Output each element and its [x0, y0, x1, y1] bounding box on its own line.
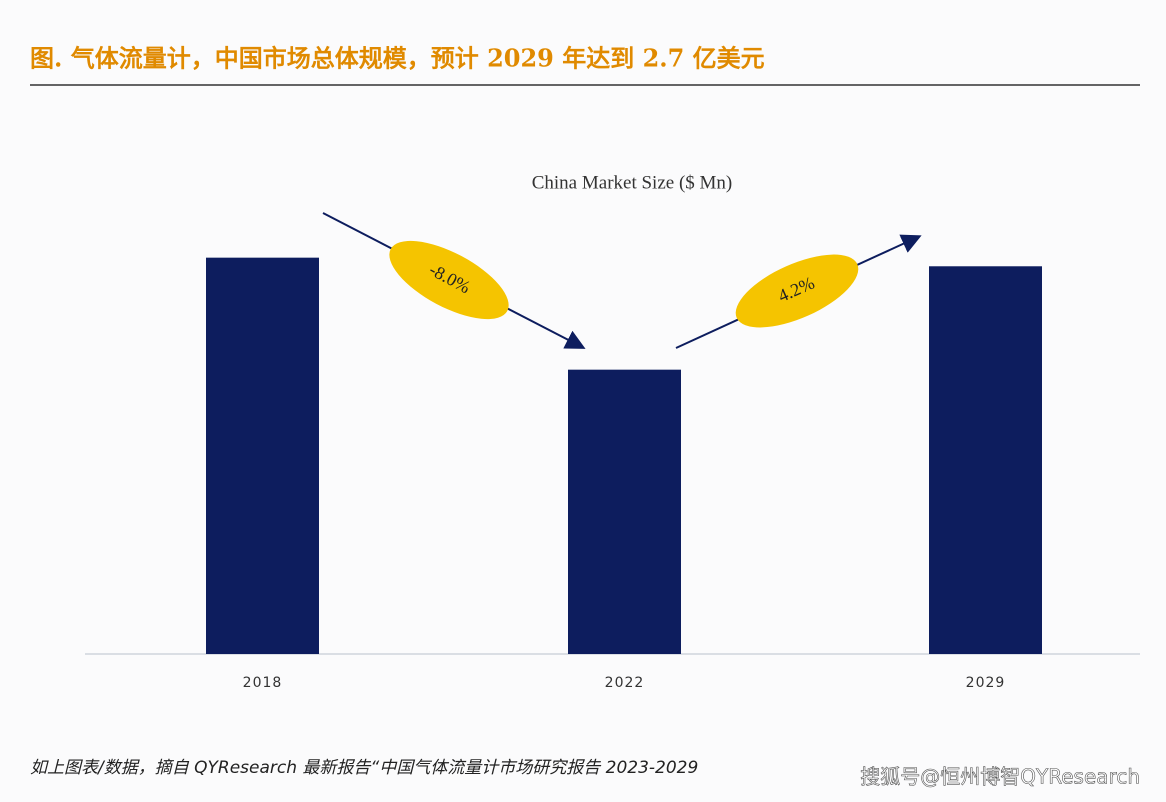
- header-title: 图. 气体流量计，中国市场总体规模，预计 2029 年达到 2.7 亿美元: [30, 44, 765, 73]
- source-note: 如上图表/数据，摘自 QYResearch 最新报告“中国气体流量计市场研究报告…: [30, 758, 698, 778]
- bar: [929, 266, 1042, 654]
- x-tick-label: 2029: [966, 675, 1006, 691]
- annotation-bubble: [735, 254, 859, 328]
- annotation-bubble: [389, 240, 509, 320]
- x-tick-label: 2018: [243, 675, 283, 691]
- chart-title: China Market Size ($ Mn): [532, 172, 733, 193]
- annotation: -8.0%: [389, 240, 509, 320]
- bar: [568, 369, 681, 654]
- annotation: 4.2%: [735, 254, 859, 328]
- watermark: 搜狐号@恒州博智QYResearch: [860, 765, 1140, 789]
- x-tick-label: 2022: [605, 675, 645, 691]
- bar: [206, 257, 319, 654]
